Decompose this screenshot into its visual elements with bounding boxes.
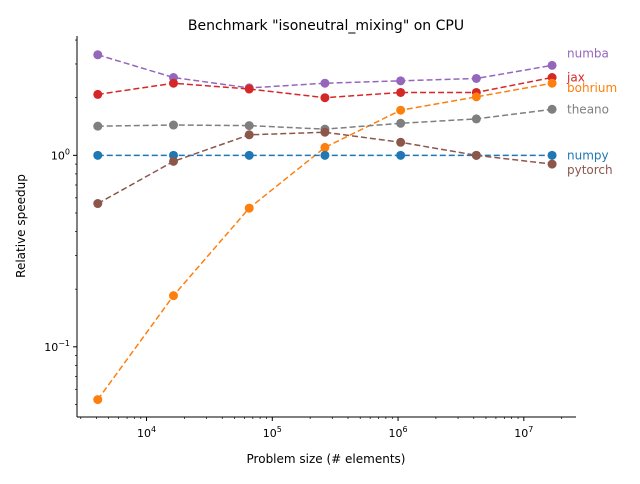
data-point-jax <box>396 87 406 97</box>
x-axis-label: Problem size (# elements) <box>247 452 406 466</box>
chart-title: Benchmark "isoneutral_mixing" on CPU <box>188 18 464 34</box>
data-point-bohrium <box>471 92 481 102</box>
data-point-numpy <box>396 150 406 160</box>
data-point-pytorch <box>547 159 557 169</box>
x-tick-label: 104 <box>137 425 156 440</box>
data-point-theano <box>396 118 406 128</box>
y-tick-label: 10−1 <box>44 339 70 354</box>
data-point-numpy <box>93 150 103 160</box>
data-point-jax <box>168 78 178 88</box>
series-bohrium <box>93 78 557 405</box>
data-point-numba <box>396 76 406 86</box>
data-point-bohrium <box>168 291 178 301</box>
data-point-bohrium <box>93 395 103 405</box>
data-point-jax <box>93 89 103 99</box>
data-point-pytorch <box>244 130 254 140</box>
series-label-numpy: numpy <box>567 148 609 162</box>
y-tick-label: 100 <box>51 147 70 162</box>
data-point-bohrium <box>244 203 254 213</box>
series-label-jax: jax <box>566 70 585 84</box>
data-point-bohrium <box>547 78 557 88</box>
data-point-numba <box>93 50 103 60</box>
data-point-bohrium <box>320 142 330 152</box>
series-numba <box>93 50 557 93</box>
series-label-pytorch: pytorch <box>567 163 613 177</box>
data-point-numpy <box>320 150 330 160</box>
data-point-numpy <box>244 150 254 160</box>
data-point-numpy <box>547 150 557 160</box>
data-point-numba <box>547 60 557 70</box>
data-point-theano <box>244 121 254 131</box>
x-tick-label: 107 <box>514 425 533 440</box>
series-numpy <box>93 150 557 160</box>
series-label-theano: theano <box>567 102 609 116</box>
data-point-bohrium <box>396 105 406 115</box>
data-point-numba <box>320 78 330 88</box>
data-point-jax <box>244 84 254 94</box>
data-point-theano <box>471 114 481 124</box>
x-tick-label: 105 <box>263 425 282 440</box>
data-point-jax <box>320 93 330 103</box>
series-layer <box>93 50 557 405</box>
y-axis-label: Relative speedup <box>14 174 28 278</box>
data-point-pytorch <box>168 156 178 166</box>
data-point-pytorch <box>93 199 103 209</box>
data-point-theano <box>93 121 103 131</box>
series-label-numba: numba <box>567 46 609 60</box>
series-label-bohrium: bohrium <box>567 81 617 95</box>
x-tick-label: 106 <box>389 425 408 440</box>
data-point-pytorch <box>471 150 481 160</box>
axis-ticks: 104 105 106 107 10−1 100 <box>44 39 563 440</box>
series-pytorch <box>93 127 557 209</box>
data-point-numba <box>471 73 481 83</box>
data-point-theano <box>547 104 557 114</box>
data-point-theano <box>168 120 178 130</box>
data-point-pytorch <box>320 127 330 137</box>
data-point-pytorch <box>396 137 406 147</box>
